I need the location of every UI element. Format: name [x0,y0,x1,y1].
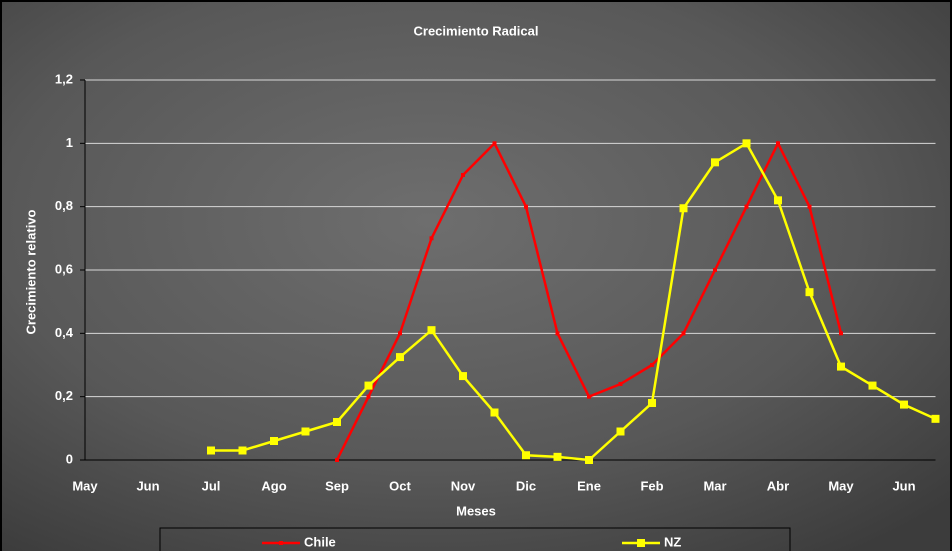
marker [711,158,719,167]
x-tick-label: Dic [516,478,536,493]
marker [398,331,402,336]
line [211,141,937,462]
marker [585,456,593,464]
y-tick-label: 0,8 [55,198,73,213]
y-tick-label: 0,6 [55,261,73,276]
marker [333,418,341,426]
marker [429,236,434,241]
marker [364,381,373,390]
marker [490,408,499,417]
marker [238,446,247,455]
marker [807,204,812,209]
x-tick-label: Sep [325,478,349,493]
y-tick-label: 0,2 [55,388,73,403]
legend-marker [637,539,645,547]
marker [648,399,656,407]
marker [713,268,717,272]
legend-label: NZ [664,534,681,549]
x-tick-label: Abr [767,478,789,493]
y-tick-label: 1,2 [55,71,73,86]
x-tick-label: Jun [136,478,159,493]
marker [776,141,780,146]
marker [931,414,940,423]
marker [650,363,654,367]
marker [207,446,215,455]
marker [461,173,465,177]
marker [744,204,749,209]
marker [839,331,843,336]
marker [900,400,908,409]
x-tick-label: Nov [451,478,476,493]
marker [805,288,814,297]
marker [837,362,845,371]
marker [742,139,751,148]
marker [524,204,528,209]
y-tick-label: 0,4 [55,325,74,340]
x-tick-label: Jun [892,478,915,493]
x-tick-label: May [828,478,854,493]
marker [396,353,404,362]
x-tick-label: May [72,478,98,493]
marker [427,326,436,335]
marker [366,394,371,399]
legend-marker [279,541,283,545]
marker [522,451,530,460]
y-tick-label: 1 [66,135,73,150]
x-tick-label: Ene [577,478,601,493]
x-axis-label: Meses [456,503,496,518]
x-tick-label: Ago [261,478,286,493]
marker [679,204,688,213]
marker [270,437,278,445]
marker [301,427,310,436]
x-tick-label: Jul [202,478,221,493]
x-tick-label: Mar [703,478,726,493]
marker [681,331,686,336]
marker [616,427,625,436]
marker [587,394,591,399]
marker [335,458,339,462]
y-tick-label: 0 [66,451,73,466]
chart-title: Crecimiento Radical [414,23,539,38]
legend-label: Chile [304,534,336,549]
x-tick-label: Oct [389,478,411,493]
marker [459,372,467,381]
marker [553,452,562,461]
marker [774,196,782,205]
y-axis-label: Crecimiento relativo [23,209,38,334]
marker [492,141,497,146]
marker [618,382,623,386]
marker [868,381,877,390]
marker [555,331,560,336]
legend-box [159,527,791,551]
x-tick-label: Feb [640,478,663,493]
